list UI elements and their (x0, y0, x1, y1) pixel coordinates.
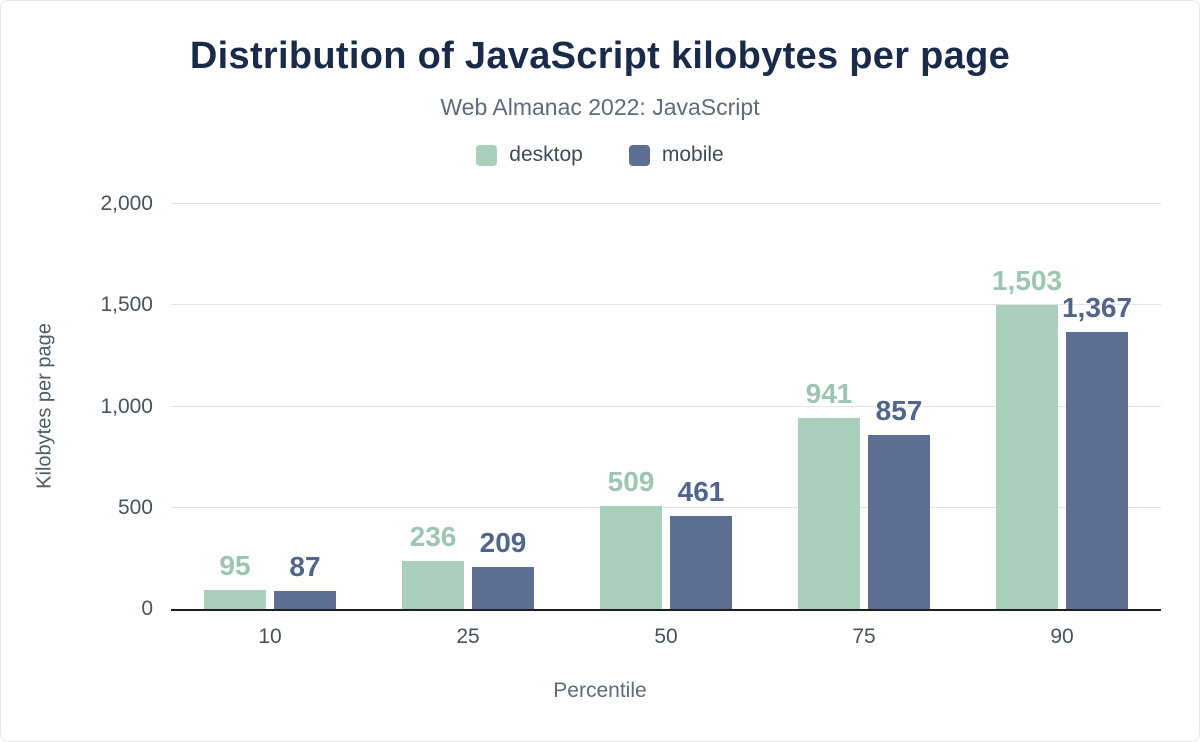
desktop-legend-swatch-icon (476, 144, 498, 166)
y-tick-label: 1,000 (100, 394, 153, 418)
bar-group-p10: 95 87 10 (171, 204, 369, 648)
value-label-desktop-p50: 509 (607, 465, 655, 497)
bar-group-p90: 1,503 1,367 90 (963, 204, 1161, 648)
y-axis-title: Kilobytes per page (33, 323, 56, 489)
bar-group-p50: 509 461 50 (567, 204, 765, 648)
legend-item-mobile[interactable]: mobile (628, 143, 724, 167)
bar-groups: 95 87 10 236 209 25 509 461 50 941 857 75 1,503 1,367… (171, 204, 1161, 648)
bar-group-p75: 941 857 75 (765, 204, 963, 648)
value-label-desktop-p10: 95 (219, 549, 251, 581)
value-label-mobile-p75: 857 (875, 395, 923, 427)
bar-mobile-p25: 209 (472, 527, 534, 609)
bar-desktop-p75: 941 (798, 378, 860, 609)
x-tick-label: 75 (852, 625, 876, 648)
x-tick-label: 90 (1050, 625, 1074, 648)
chart-title: Distribution of JavaScript kilobytes per… (189, 35, 1011, 77)
value-label-mobile-p25: 209 (479, 526, 527, 558)
value-label-desktop-p90: 1,503 (991, 264, 1063, 296)
value-label-mobile-p10: 87 (289, 551, 321, 583)
value-label-desktop-p75: 941 (805, 378, 853, 410)
x-tick-label: 50 (654, 625, 678, 648)
gridline (171, 304, 1161, 306)
mobile-legend-label: mobile (661, 143, 724, 166)
legend-item-desktop[interactable]: desktop (476, 143, 583, 167)
bar-mobile-p90: 1,367 (1062, 292, 1132, 609)
value-label-desktop-p25: 236 (409, 521, 457, 553)
desktop-legend-label: desktop (509, 143, 583, 166)
y-tick-label: 500 (117, 495, 153, 519)
plot-area: 0 500 1,000 1,500 2,000 95 87 10 236 209 25 509 461 5… (100, 192, 1161, 648)
bar-desktop-p25: 236 (402, 521, 464, 609)
gridline (171, 203, 1161, 204)
y-tick-label: 0 (141, 597, 153, 620)
value-label-mobile-p50: 461 (677, 475, 725, 507)
y-tick-label: 2,000 (100, 192, 153, 215)
chart-subtitle: Web Almanac 2022: JavaScript (440, 94, 760, 120)
y-tick-label: 1,500 (100, 293, 153, 317)
bar-desktop-p50: 509 (600, 466, 662, 609)
bar-mobile-p10: 87 (274, 551, 336, 609)
legend: desktop mobile (1, 143, 1199, 167)
bar-group-p25: 236 209 25 (369, 204, 567, 648)
gridline (171, 405, 1161, 407)
x-tick-label: 25 (456, 625, 480, 648)
bar-mobile-p50: 461 (670, 476, 732, 609)
gridline (171, 506, 1161, 508)
bar-desktop-p90: 1,503 (992, 265, 1062, 609)
x-tick-label: 10 (258, 625, 282, 648)
bar-desktop-p10: 95 (204, 550, 266, 609)
x-axis-title: Percentile (553, 679, 647, 702)
value-label-mobile-p90: 1,367 (1061, 292, 1133, 324)
mobile-legend-swatch-icon (628, 144, 650, 166)
bar-mobile-p75: 857 (868, 395, 930, 609)
